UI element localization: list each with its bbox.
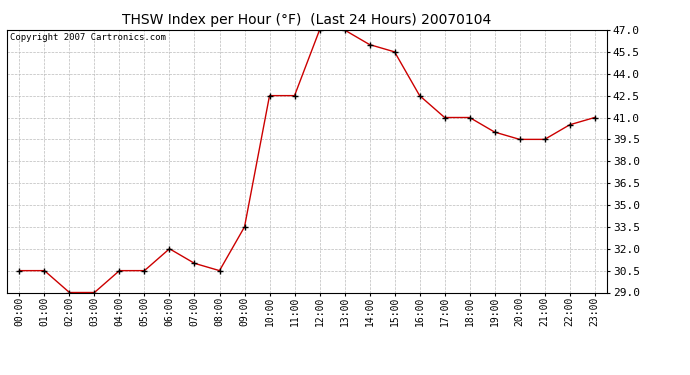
Title: THSW Index per Hour (°F)  (Last 24 Hours) 20070104: THSW Index per Hour (°F) (Last 24 Hours)… bbox=[122, 13, 492, 27]
Text: Copyright 2007 Cartronics.com: Copyright 2007 Cartronics.com bbox=[10, 33, 166, 42]
